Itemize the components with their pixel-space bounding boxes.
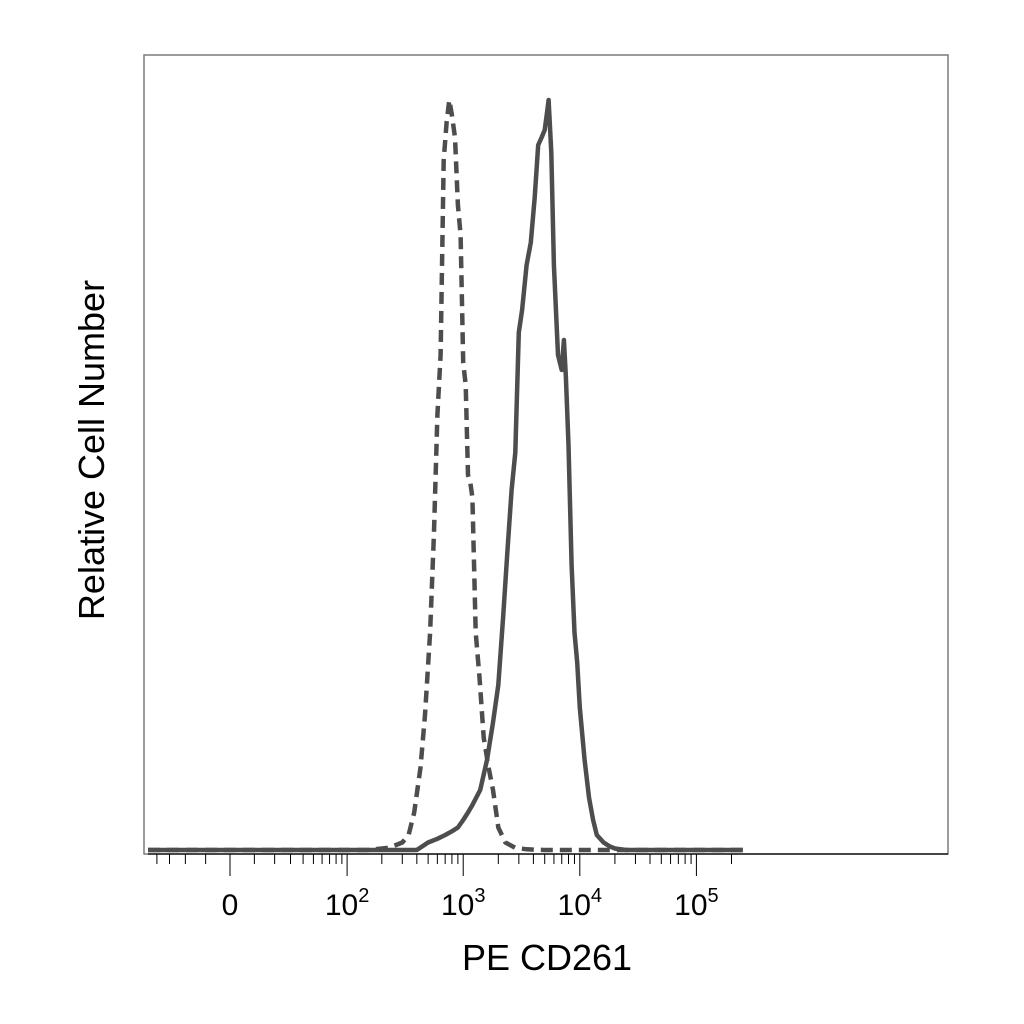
isotype-control-histogram (148, 97, 743, 853)
x-tick-label: 0 (222, 889, 239, 922)
x-tick-label: 103 (441, 885, 486, 922)
plot-frame (143, 54, 949, 855)
y-axis-title: Relative Cell Number (71, 280, 112, 620)
x-tick-label: 102 (325, 885, 370, 922)
cd261-histogram (148, 97, 743, 853)
x-axis (148, 853, 948, 876)
x-tick-label: 105 (674, 885, 719, 922)
x-tick-labels: 0 102 103 104 105 (222, 885, 719, 922)
series-layer (148, 97, 743, 853)
x-tick-label: 104 (558, 885, 603, 922)
x-axis-title: PE CD261 (462, 937, 632, 978)
